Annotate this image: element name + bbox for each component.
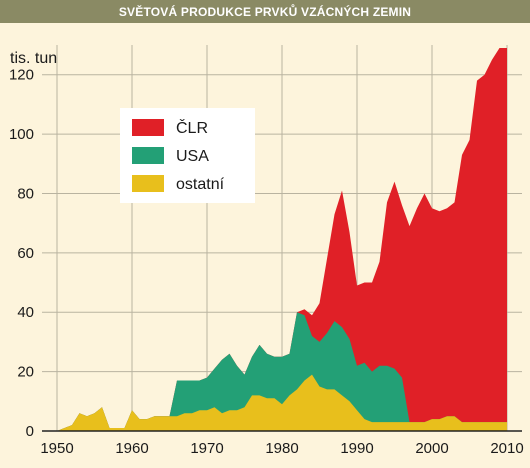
series-area-USA xyxy=(57,312,507,431)
y-tick-label-20: 20 xyxy=(17,364,34,381)
y-tick-label-60: 60 xyxy=(17,245,34,262)
legend-swatch-ČLR xyxy=(132,119,164,136)
y-tick-label-120: 120 xyxy=(9,67,34,84)
x-tick-label-1990: 1990 xyxy=(340,440,373,457)
y-tick-label-40: 40 xyxy=(17,304,34,321)
x-tick-label-2010: 2010 xyxy=(490,440,523,457)
x-tick-label-1950: 1950 xyxy=(40,440,73,457)
legend-swatch-USA xyxy=(132,147,164,164)
legend-label-USA: USA xyxy=(176,148,209,165)
y-tick-label-80: 80 xyxy=(17,185,34,202)
legend-label-ostatní: ostatní xyxy=(176,176,225,193)
y-axis-unit-label: tis. tun xyxy=(10,50,57,67)
series-area-ostatní xyxy=(57,374,507,431)
x-tick-label-1980: 1980 xyxy=(265,440,298,457)
x-tick-label-1970: 1970 xyxy=(190,440,223,457)
legend-label-ČLR: ČLR xyxy=(176,118,208,137)
chart-title-banner: SVĚTOVÁ PRODUKCE PRVKŮ VZÁCNÝCH ZEMIN xyxy=(0,0,530,23)
y-tick-label-0: 0 xyxy=(26,423,34,440)
x-tick-label-1960: 1960 xyxy=(115,440,148,457)
series-area-ČLR xyxy=(57,48,507,431)
y-tick-label-100: 100 xyxy=(9,126,34,143)
legend-swatch-ostatní xyxy=(132,175,164,192)
x-tick-label-2000: 2000 xyxy=(415,440,448,457)
